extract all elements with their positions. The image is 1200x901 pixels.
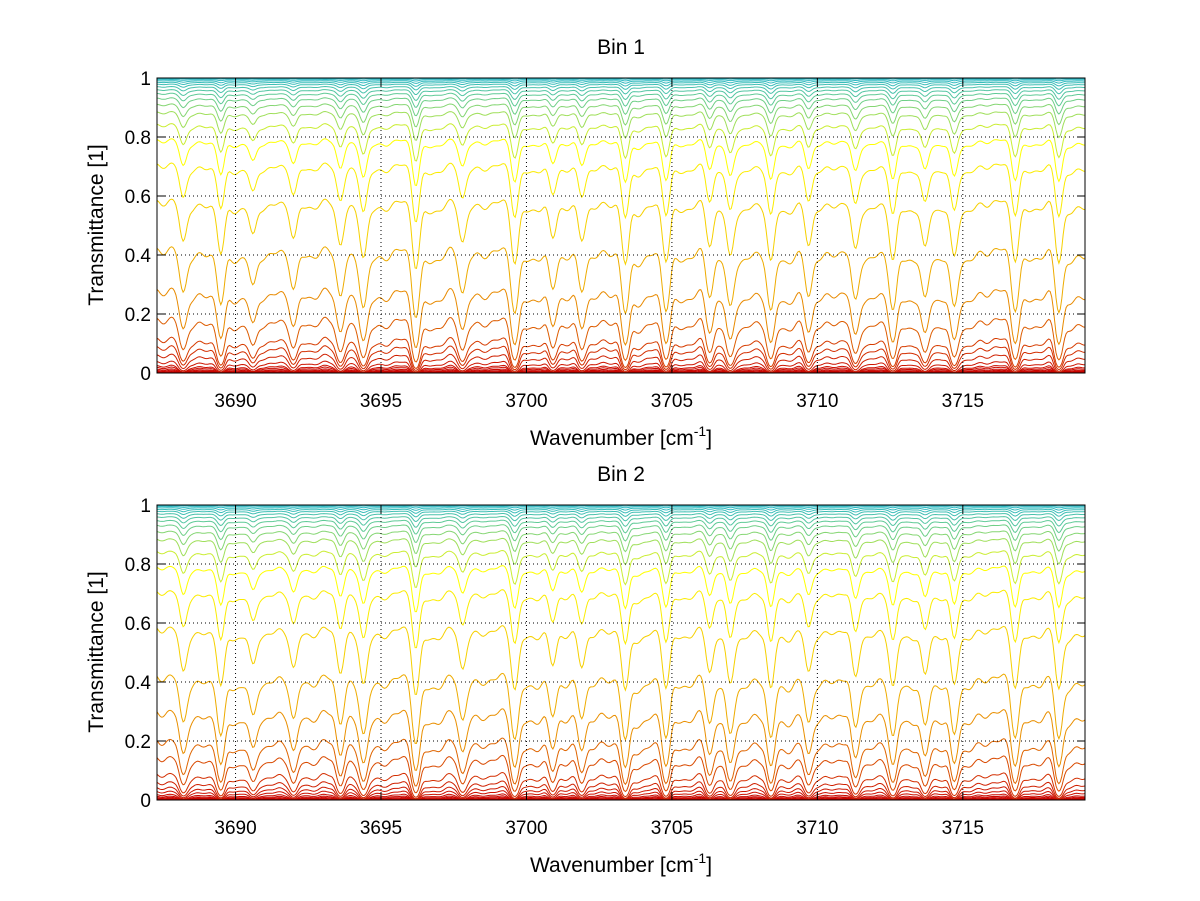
y-tick-label: 0.2 — [125, 305, 151, 326]
x-axis-label: Wavenumber [cm-1] — [530, 850, 712, 877]
chart-bin-1: Bin 1 3690 3695 3700 3705 3710 3715 0 0.2 0.4 0.… — [85, 36, 1086, 450]
y-tick-label: 0.6 — [125, 614, 151, 635]
series-line-20 — [156, 103, 1085, 128]
series-line-14 — [156, 246, 1086, 318]
x-axis-label-text: Wavenumber [cm — [530, 427, 694, 450]
x-axis-label-close: ] — [706, 427, 712, 450]
x-tick-label: 3700 — [505, 391, 547, 412]
series-line-15 — [156, 198, 1086, 270]
x-axis-label-superscript: -1 — [694, 423, 707, 439]
series-line-21 — [156, 524, 1086, 543]
series-line-22 — [156, 519, 1086, 535]
chart-title: Bin 1 — [597, 36, 645, 59]
series-line-23 — [156, 89, 1085, 101]
x-tick-label: 3715 — [942, 818, 984, 839]
x-axis-label-close: ] — [706, 854, 712, 877]
y-axis-label: Transmittance [1] — [85, 144, 108, 305]
series-line-14 — [156, 672, 1086, 744]
series-line-22 — [156, 92, 1085, 108]
series-line-8 — [156, 785, 1086, 800]
y-tick-label: 0.8 — [125, 128, 151, 149]
series-line-26 — [156, 81, 1085, 87]
y-tick-label: 0 — [140, 791, 151, 812]
series-line-13 — [156, 708, 1086, 771]
series-line-28 — [156, 78, 1085, 82]
series-line-21 — [156, 97, 1086, 117]
x-tick-label: 3715 — [942, 391, 984, 412]
y-tick-label: 1 — [140, 69, 151, 90]
series-line-29 — [157, 78, 1085, 80]
series-line-19 — [156, 537, 1086, 568]
series-line-7 — [156, 790, 1086, 801]
axes-frame — [156, 504, 1086, 801]
series-line-16 — [156, 589, 1086, 649]
series-line-27 — [156, 507, 1086, 511]
x-tick-label: 3705 — [651, 391, 693, 412]
series-line-25 — [156, 510, 1086, 518]
series-line-11 — [156, 754, 1086, 794]
series-line-7 — [156, 364, 1085, 374]
transmittance-curves — [156, 505, 1086, 801]
series-line-17 — [156, 565, 1086, 613]
series-line-8 — [156, 360, 1085, 374]
y-tick-label: 0.2 — [125, 732, 151, 753]
chart-bin-2: Bin 2 3690 3695 3700 3705 3710 3715 0 0.2 0.4 0.… — [85, 463, 1086, 877]
x-axis-label: Wavenumber [cm-1] — [530, 423, 712, 450]
y-axis-ticks: 0 0.2 0.4 0.6 0.8 1 — [125, 496, 1085, 812]
x-tick-label: 3690 — [214, 818, 256, 839]
y-tick-label: 0.8 — [125, 555, 151, 576]
x-tick-label: 3710 — [796, 818, 838, 839]
y-tick-label: 0.4 — [125, 673, 152, 694]
y-tick-label: 0.6 — [125, 187, 151, 208]
grid-lines — [157, 504, 1085, 801]
y-tick-label: 1 — [140, 496, 151, 517]
x-tick-label: 3710 — [796, 391, 838, 412]
x-tick-label: 3690 — [214, 391, 256, 412]
y-axis-label: Transmittance [1] — [85, 571, 108, 732]
series-line-18 — [156, 549, 1086, 588]
series-line-26 — [156, 508, 1086, 514]
series-line-20 — [156, 530, 1086, 554]
series-line-9 — [156, 780, 1086, 800]
series-line-23 — [156, 515, 1086, 528]
series-line-24 — [156, 513, 1086, 522]
series-line-10 — [156, 345, 1086, 371]
x-axis-ticks: 3690 3695 3700 3705 3710 3715 — [214, 78, 984, 412]
series-line-28 — [157, 505, 1085, 509]
y-axis-ticks: 0 0.2 0.4 0.6 0.8 1 — [125, 69, 1085, 385]
series-line-12 — [156, 737, 1086, 787]
series-line-10 — [156, 771, 1086, 798]
x-tick-label: 3695 — [360, 391, 402, 412]
series-line-16 — [156, 162, 1086, 223]
x-axis-label-text: Wavenumber [cm — [530, 854, 694, 877]
x-tick-label: 3695 — [360, 818, 402, 839]
x-axis-ticks: 3690 3695 3700 3705 3710 3715 — [214, 505, 984, 839]
series-line-17 — [156, 138, 1086, 187]
y-tick-label: 0 — [140, 364, 151, 385]
series-line-24 — [156, 85, 1085, 95]
series-line-15 — [156, 625, 1086, 695]
x-axis-label-superscript: -1 — [694, 850, 707, 866]
x-tick-label: 3700 — [505, 818, 547, 839]
series-line-25 — [156, 83, 1085, 91]
series-line-29 — [157, 505, 1085, 507]
series-line-6 — [156, 793, 1086, 801]
series-line-13 — [156, 287, 1086, 348]
series-line-9 — [156, 353, 1086, 373]
series-line-12 — [156, 316, 1086, 363]
series-line-11 — [156, 336, 1086, 369]
series-line-27 — [157, 80, 1085, 84]
y-tick-label: 0.4 — [125, 246, 152, 267]
axes-frame — [156, 77, 1086, 374]
chart-title: Bin 2 — [597, 463, 645, 486]
transmittance-curves — [156, 78, 1086, 374]
x-tick-label: 3705 — [651, 818, 693, 839]
series-line-18 — [156, 123, 1085, 162]
series-line-19 — [156, 110, 1086, 141]
